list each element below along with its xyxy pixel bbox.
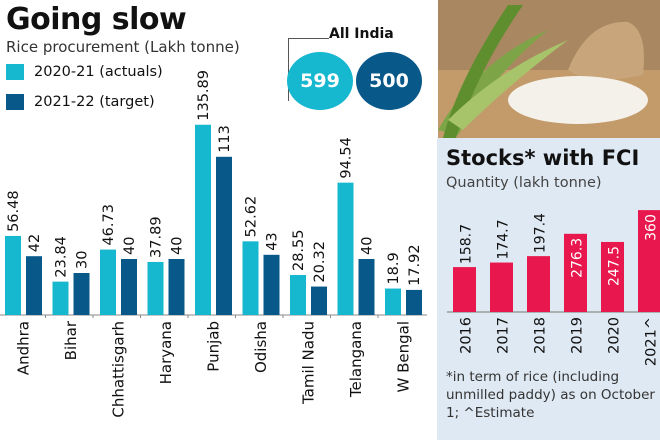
x-tick-label-2017: 2017 [496,317,512,354]
data-label-chhattisgarh-target: 40 [122,237,138,255]
data-label-punjab-target: 113 [217,125,233,153]
x-tick-label-telangana: Telangana [347,321,365,398]
bar-chhattisgarh-actuals [100,249,116,315]
data-label-bihar-target: 30 [75,251,91,269]
data-label-tamil-nadu-target: 20.32 [312,241,328,283]
x-tick-label-andhra: Andhra [15,321,33,375]
rice-pile-icon [508,76,648,124]
bar-odisha-target [263,254,280,315]
fci-stocks-bar-chart: 158.7 2016 174.7 2017 197.4 2018 276.3 2019 247.… [447,210,660,366]
data-label-stock-2019: 276.3 [570,238,586,278]
bar-w-bengal-actuals [385,288,401,315]
fci-stocks-subtitle: Quantity (lakh tonne) [446,175,602,191]
legend-item-actuals: 2020-21 (actuals) [6,64,163,80]
data-label-punjab-actuals: 135.89 [196,70,212,121]
bar-stock-2021 [638,210,660,312]
bar-stock-2018 [527,256,550,312]
data-label-w-bengal-target: 17.92 [407,244,423,286]
data-label-stock-2020: 247.5 [607,246,623,286]
bar-haryana-target [168,259,185,315]
data-label-stock-2018: 197.4 [533,213,549,253]
bar-haryana-actuals [147,261,164,315]
x-tick-label-2020: 2020 [607,317,623,354]
data-label-telangana-actuals: 94.54 [339,137,355,179]
bar-andhra-target [26,256,42,315]
chart-title: Going slow [6,2,187,37]
bar-bihar-target [73,273,90,315]
bar-punjab-actuals [195,124,211,315]
data-label-odisha-actuals: 52.62 [244,196,260,238]
all-india-target-bubble: 500 [356,52,422,110]
x-tick-label-bihar: Bihar [62,320,80,360]
data-label-stock-2017: 174.7 [496,219,512,259]
rice-photo [438,0,660,138]
data-label-andhra-target: 42 [27,234,43,252]
legend-label-actuals: 2020-21 (actuals) [34,64,163,80]
data-label-w-bengal-actuals: 18.9 [386,252,402,284]
bar-tamil-nadu-target [311,286,327,315]
procurement-bar-chart: 56.48 42 Andhra 23.84 30 Bihar 46.73 40 Chhattis… [0,70,427,418]
rice-leaf-icon [443,5,523,138]
data-label-telangana-target: 40 [360,237,376,255]
bar-stock-2020 [601,241,624,312]
x-tick-label-2018: 2018 [533,317,549,354]
bar-stock-2016 [453,267,476,312]
data-label-tamil-nadu-actuals: 28.55 [291,230,307,272]
x-tick-label-2019: 2019 [570,317,586,354]
all-india-label: All India [329,26,394,42]
data-label-odisha-target: 43 [265,232,281,250]
legend-swatch-actuals [6,64,24,80]
bar-telangana-actuals [337,182,354,315]
chart-subtitle: Rice procurement (Lakh tonne) [6,38,240,56]
data-label-haryana-actuals: 37.89 [149,216,165,258]
x-tick-label-2021: 2021^ [644,317,660,366]
bar-w-bengal-target [406,289,422,315]
x-tick-label-chhattisgarh: Chhattisgarh [110,321,128,418]
legend-swatch-target [6,94,24,110]
legend-item-target: 2021-22 (target) [6,94,155,110]
data-label-bihar-actuals: 23.84 [54,236,70,278]
data-label-haryana-target: 40 [170,237,186,255]
bar-telangana-target [358,259,375,315]
x-tick-label-haryana: Haryana [157,321,175,384]
legend-label-target: 2021-22 (target) [34,94,155,110]
x-tick-label-tamil-nadu: Tamil Nadu [300,321,318,405]
bar-chhattisgarh-target [121,259,137,315]
x-tick-label-w-bengal: W Bengal [395,321,413,393]
fci-stocks-title: Stocks* with FCI [446,146,640,170]
rice-grains-icon [448,40,568,130]
bar-stock-2017 [490,262,513,312]
data-label-andhra-actuals: 56.48 [6,190,22,232]
bar-tamil-nadu-actuals [290,275,306,315]
data-label-stock-2016: 158.7 [459,224,475,264]
x-tick-label-punjab: Punjab [205,321,223,372]
data-label-chhattisgarh-actuals: 46.73 [101,204,117,246]
bar-stock-2019 [564,233,587,312]
x-tick-label-2016: 2016 [459,317,475,354]
fci-stocks-footnote: *in term of rice (including unmilled pad… [446,369,655,421]
data-label-stock-2021: 360 [644,214,660,241]
bar-punjab-target [216,156,232,315]
bar-odisha-actuals [242,241,259,315]
bar-andhra-actuals [5,235,21,315]
bar-bihar-actuals [52,281,69,315]
burlap-sack-icon [568,21,644,82]
all-india-actuals-bubble: 599 [287,52,353,110]
x-tick-label-odisha: Odisha [252,321,270,373]
